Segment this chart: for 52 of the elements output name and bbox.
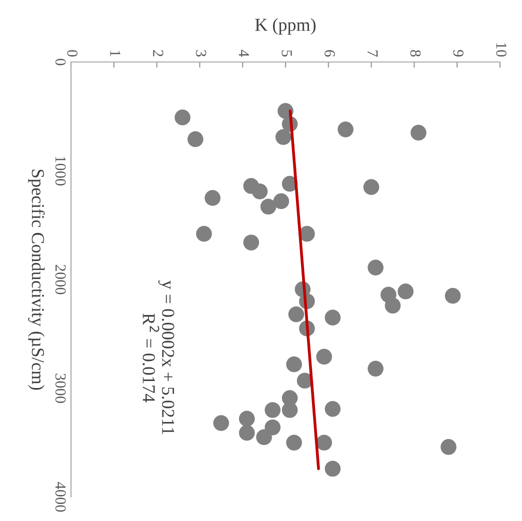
point <box>264 402 281 418</box>
point <box>252 183 268 200</box>
point <box>316 348 332 365</box>
point <box>286 356 302 372</box>
point <box>384 298 401 314</box>
point <box>398 284 414 300</box>
point <box>286 434 302 451</box>
point <box>213 415 230 431</box>
point <box>368 260 384 276</box>
x-tick-label: 3 <box>196 50 206 57</box>
point <box>243 234 260 250</box>
x-tick-label: 6 <box>324 50 335 57</box>
y-tick-label: 0 <box>55 58 66 66</box>
x-axis-title: K (ppm) <box>255 18 316 35</box>
x-tick-label: 1 <box>110 50 120 56</box>
point <box>260 198 276 215</box>
point <box>410 124 426 141</box>
y-axis-title: Specific Conductivity (µS/cm) <box>28 170 45 390</box>
point <box>238 410 255 427</box>
y-tick-label: 1000 <box>55 156 66 186</box>
point <box>282 402 298 418</box>
point <box>187 131 204 148</box>
point <box>174 110 190 126</box>
point <box>338 122 354 138</box>
point <box>196 226 212 242</box>
x-tick-label: 7 <box>368 50 378 57</box>
x-tick-label: 4 <box>238 50 249 57</box>
point <box>273 193 290 210</box>
annotation: y = 0.0002x + 5.0211 R$^{2}$ = 0.0174 <box>142 280 174 434</box>
point <box>288 306 304 322</box>
x-tick-label: 8 <box>410 50 421 57</box>
point <box>316 434 332 451</box>
point <box>275 129 292 145</box>
point <box>440 439 456 455</box>
point <box>368 360 384 377</box>
x-tick-label: 5 <box>282 50 292 57</box>
y-tick-label: 4000 <box>55 482 66 512</box>
point <box>324 460 341 477</box>
point <box>256 429 272 446</box>
point <box>324 400 341 417</box>
x-tick-label: 2 <box>153 50 164 56</box>
point <box>444 288 461 304</box>
y-tick-label: 3000 <box>55 374 66 403</box>
x-tick-label: 10 <box>496 43 506 57</box>
point <box>324 310 341 326</box>
point <box>363 179 380 195</box>
point <box>204 190 220 206</box>
y-tick-label: 2000 <box>55 264 66 294</box>
point <box>238 424 255 441</box>
point <box>264 419 281 436</box>
x-tick-label: 9 <box>453 50 464 57</box>
x-tick-label: 0 <box>67 50 78 57</box>
